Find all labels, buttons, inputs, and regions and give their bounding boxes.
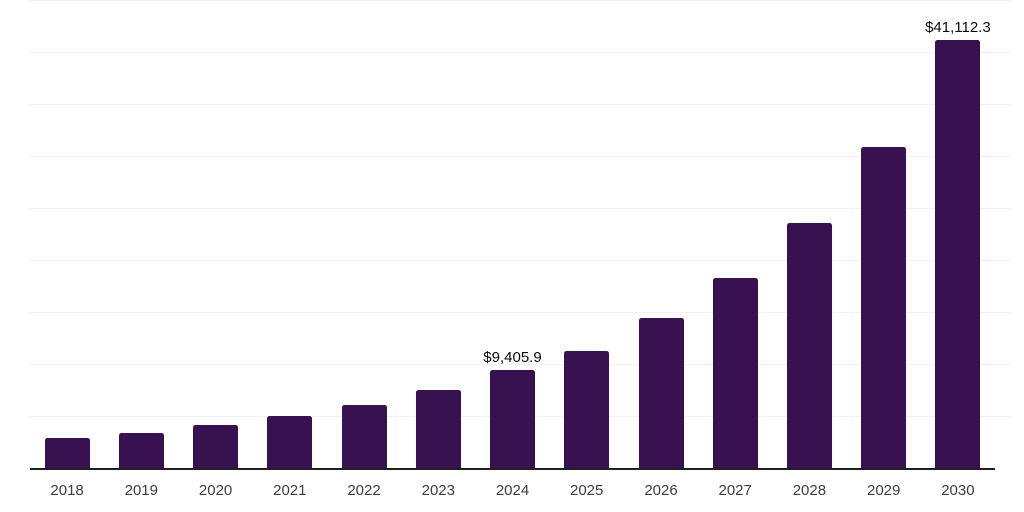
bar-2021 [267,416,313,468]
gridline-10000 [30,364,1010,365]
bar-2024 [490,370,535,468]
x-tick-label-2022: 2022 [347,482,381,499]
gridline-30000 [30,156,1010,157]
x-tick-label-2020: 2020 [198,482,233,499]
bar-2025 [564,350,610,468]
bar-2020 [193,425,239,468]
gridline-25000 [30,208,1010,209]
bar-2019 [118,433,164,468]
x-tick-label-2026: 2026 [644,482,678,499]
x-tick-label-2023: 2023 [421,482,455,499]
gridline-40000 [30,52,1010,53]
x-tick-label-2027: 2027 [718,482,752,499]
gridline-15000 [30,312,1010,313]
bar-2027 [712,278,758,468]
x-axis-line [30,468,995,470]
x-tick-label-2030: 2030 [941,482,975,499]
gridline-20000 [30,260,1010,261]
bar-2018 [44,438,90,468]
bar-2029 [861,147,907,468]
x-tick-label-2019: 2019 [124,482,158,499]
x-tick-label-2029: 2029 [867,482,901,499]
gridline-45000 [30,0,1010,1]
gridline-35000 [30,104,1010,105]
x-tick-label-2024: 2024 [495,482,530,499]
x-tick-label-2025: 2025 [570,482,604,499]
bar-2026 [638,318,684,468]
value-label-2030: $41,112.3 [925,19,991,37]
bar-2030 [935,40,981,468]
x-tick-label-2018: 2018 [50,482,84,499]
x-tick-label-2028: 2028 [792,482,827,499]
value-label-2024: $9,405.9 [483,349,542,367]
bar-2023 [415,389,461,468]
x-tick-label-2021: 2021 [273,482,307,499]
bar-2022 [341,405,387,468]
bar-2028 [786,223,832,468]
